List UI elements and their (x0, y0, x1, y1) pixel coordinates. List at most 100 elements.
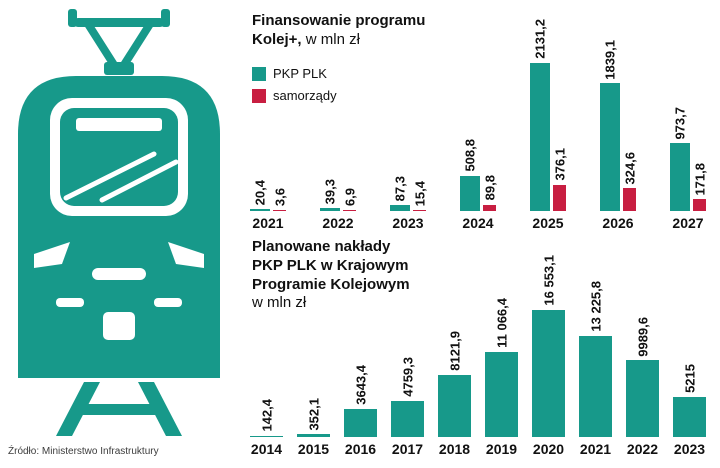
wipers-icon (63, 151, 179, 203)
bar (579, 335, 612, 437)
bar-group: 352,1 2015 (297, 247, 330, 457)
financing-chart-title: Finansowanie programu Kolej+, w mln zł (252, 12, 425, 50)
bar-value-label: 3,6 (272, 187, 287, 206)
title-line: Programie Kolejowym (252, 275, 410, 293)
bar-value-label: 324,6 (622, 151, 637, 185)
category-label: 2017 (391, 441, 424, 457)
category-label: 2020 (532, 441, 565, 457)
category-label: 2022 (626, 441, 659, 457)
bar-group: 5215 2023 (673, 247, 706, 457)
category-label: 2024 (462, 215, 494, 231)
category-label: 2016 (344, 441, 377, 457)
category-label: 2026 (602, 215, 634, 231)
title-line: Finansowanie programu (252, 12, 426, 29)
title-unit: w mln zł (305, 30, 360, 48)
bar (250, 209, 270, 211)
bar-value-label: 39,3 (322, 178, 338, 205)
bar (273, 210, 286, 211)
bar (344, 409, 377, 437)
bar-value-label: 16 553,1 (541, 255, 556, 306)
bar (320, 208, 340, 211)
legend: PKP PLK samorządy (252, 66, 337, 110)
expenditures-chart-title: Planowane nakłady PKP PLK w Krajowym Pro… (252, 238, 410, 313)
destination-display (76, 118, 162, 131)
bar-value-label: 973,7 (672, 106, 688, 140)
bar (343, 210, 356, 211)
bar-group: 8121,9 2018 (438, 247, 471, 457)
bar-value-label: 20,4 (252, 179, 268, 205)
legend-item-samorzady: samorządy (252, 88, 337, 103)
bar-value-label: 9989,6 (635, 316, 650, 357)
bar (623, 188, 636, 211)
pantograph-icon (68, 9, 170, 75)
bar (438, 374, 471, 437)
legend-swatch-samorzady (252, 88, 266, 103)
legend-label: samorządy (273, 88, 337, 103)
bar-value-label: 171,8 (692, 162, 707, 196)
legend-label: PKP PLK (273, 66, 327, 81)
category-label: 2025 (532, 215, 564, 231)
category-label: 2019 (485, 441, 518, 457)
category-label: 2021 (579, 441, 612, 457)
category-label: 2027 (672, 215, 704, 231)
financing-chart: 20,4 3,6 2021 39,3 6,9 2022 87,3 15,4 2023 508,8 8… (250, 11, 707, 231)
bar-value-label: 508,8 (462, 139, 478, 172)
bar-value-label: 6,9 (342, 187, 357, 206)
bar-group: 508,8 89,8 2024 (460, 11, 497, 231)
bar-group: 2131,2 376,1 2025 (530, 11, 567, 231)
category-label: 2021 (252, 215, 284, 231)
bar (460, 175, 480, 211)
bar-value-label: 352,1 (306, 397, 321, 431)
bar-value-label: 4759,3 (400, 356, 415, 397)
category-label: 2018 (438, 441, 471, 457)
bar (530, 63, 550, 211)
train-illustration (18, 9, 220, 436)
bar (250, 435, 283, 437)
legend-swatch-pkp-plk (252, 66, 266, 81)
expenditures-chart: 142,4 2014 352,1 2015 3643,4 2016 4759,3 2017 81… (250, 247, 706, 457)
bar-value-label: 2131,2 (532, 19, 548, 59)
bar-value-label: 1839,1 (602, 39, 618, 80)
bar-value-label: 8121,9 (447, 330, 462, 371)
bar-value-label: 87,3 (392, 175, 408, 201)
bar-group: 973,7 171,8 2027 (670, 11, 707, 231)
bar-value-label: 5215 (682, 364, 697, 393)
bar-group: 11 066,4 2019 (485, 247, 518, 457)
bar (391, 400, 424, 437)
bar (673, 397, 706, 437)
bar (485, 352, 518, 437)
bar (297, 434, 330, 437)
bar-group: 20,4 3,6 2021 (250, 11, 287, 231)
bar-value-label: 89,8 (482, 175, 497, 201)
bar-group: 16 553,1 2020 (532, 247, 565, 457)
title-unit: w mln zł (252, 294, 307, 312)
title-line: Planowane nakłady (252, 238, 391, 255)
source-note: Źródło: Ministerstwo Infrastruktury (8, 446, 159, 457)
bar-value-label: 3643,4 (353, 365, 368, 406)
bar-value-label: 11 066,4 (494, 298, 509, 349)
bar-group: 3643,4 2016 (344, 247, 377, 457)
left-headlight (34, 242, 70, 268)
bar (693, 199, 706, 211)
bar (413, 209, 426, 211)
category-label: 2014 (250, 441, 283, 457)
bar-group: 87,3 15,4 2023 (390, 11, 427, 231)
bar-value-label: 142,4 (259, 398, 274, 432)
category-label: 2023 (392, 215, 424, 231)
bar-group: 4759,3 2017 (391, 247, 424, 457)
bar-group: 39,3 6,9 2022 (320, 11, 357, 231)
rails-icon (56, 382, 182, 436)
bar (626, 360, 659, 437)
bar (600, 83, 620, 211)
category-label: 2023 (673, 441, 706, 457)
bar (670, 143, 690, 211)
bar-group: 13 225,8 2021 (579, 247, 612, 457)
bar-value-label: 376,1 (552, 148, 567, 181)
bar-value-label: 13 225,8 (588, 280, 603, 332)
title-line: PKP PLK w Krajowym (252, 256, 409, 274)
bar-group: 142,4 2014 (250, 247, 283, 457)
bar (390, 204, 410, 211)
category-label: 2015 (297, 441, 330, 457)
bar-group: 1839,1 324,6 2026 (600, 11, 637, 231)
